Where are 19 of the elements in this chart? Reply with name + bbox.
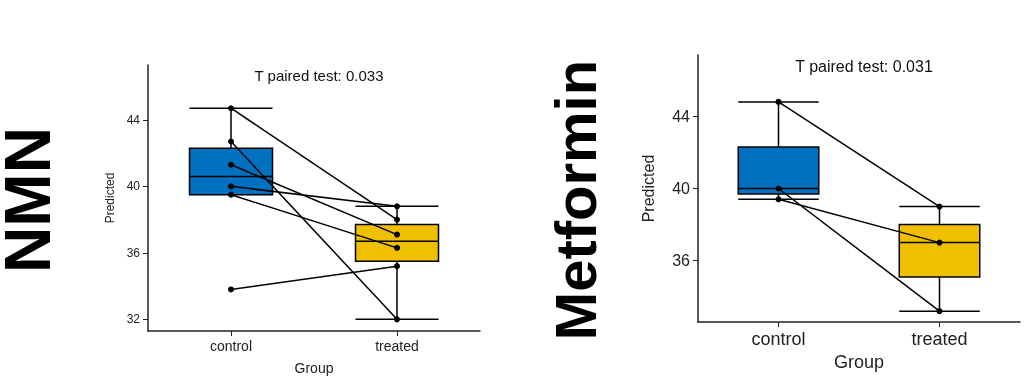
x-tick-label: control	[209, 338, 253, 354]
x-tick-label: treated	[375, 338, 419, 354]
y-tick-label: 36	[126, 245, 141, 260]
chart-subtitle: T paired test: 0.031	[795, 57, 933, 75]
text: Metformin	[542, 59, 608, 341]
x-tick-label: control	[751, 329, 806, 349]
y-tick-label: 40	[672, 180, 691, 197]
y-tick-label: 32	[126, 312, 141, 327]
y-tick-label: 44	[672, 107, 691, 125]
y-axis-title: Predicted	[639, 154, 657, 223]
x-axis-title: Group	[294, 360, 334, 376]
y-tick-label: 44	[126, 112, 141, 127]
y-tick-label: 40	[126, 179, 141, 194]
text: NMN	[0, 127, 64, 273]
y-tick-label: 36	[672, 252, 691, 270]
y-axis-title: Predicted	[102, 172, 117, 224]
x-axis-title: Group	[833, 351, 885, 372]
x-tick-label: treated	[911, 329, 968, 349]
chart-subtitle: T paired test: 0.033	[254, 67, 384, 84]
